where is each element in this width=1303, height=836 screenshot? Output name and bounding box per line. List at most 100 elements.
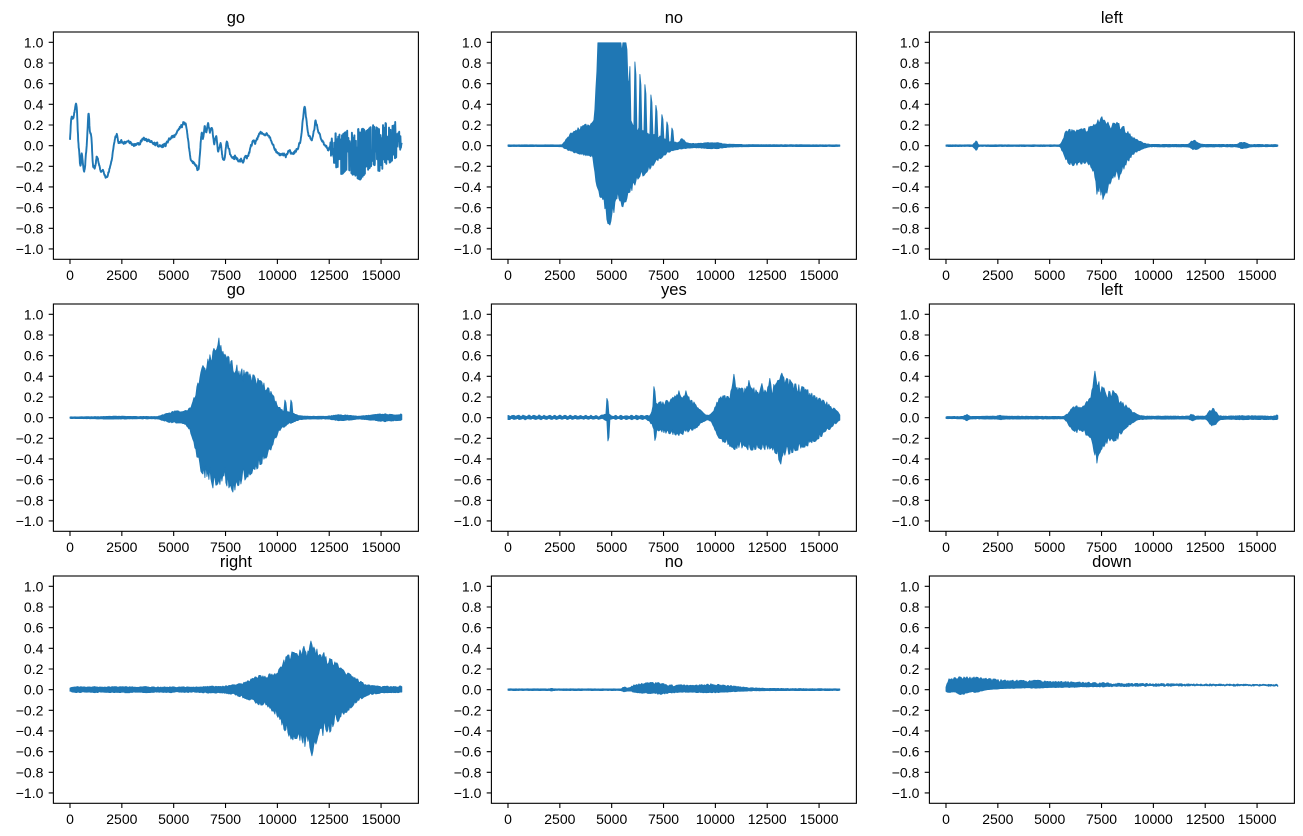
- svg-text:−0.4: −0.4: [16, 179, 44, 195]
- svg-text:0: 0: [942, 811, 950, 827]
- svg-text:−0.6: −0.6: [16, 472, 44, 488]
- svg-text:0.4: 0.4: [900, 368, 920, 384]
- svg-text:7500: 7500: [210, 811, 241, 827]
- svg-text:15000: 15000: [362, 267, 401, 283]
- svg-text:−0.6: −0.6: [892, 472, 920, 488]
- svg-text:0: 0: [504, 267, 512, 283]
- svg-text:0: 0: [66, 267, 74, 283]
- svg-text:10000: 10000: [696, 267, 735, 283]
- svg-text:0: 0: [66, 811, 74, 827]
- svg-text:0: 0: [504, 811, 512, 827]
- svg-text:2500: 2500: [982, 267, 1013, 283]
- svg-text:−0.6: −0.6: [454, 744, 482, 760]
- svg-text:1.0: 1.0: [462, 34, 482, 50]
- svg-text:5000: 5000: [596, 267, 627, 283]
- svg-text:15000: 15000: [800, 811, 839, 827]
- svg-text:12500: 12500: [1186, 811, 1225, 827]
- svg-text:1.0: 1.0: [24, 578, 44, 594]
- svg-text:0.0: 0.0: [900, 682, 920, 698]
- svg-text:0.6: 0.6: [24, 348, 44, 364]
- svg-text:0: 0: [504, 539, 512, 555]
- svg-text:7500: 7500: [210, 267, 241, 283]
- svg-text:−0.2: −0.2: [16, 430, 44, 446]
- svg-text:down: down: [1092, 553, 1131, 571]
- svg-text:2500: 2500: [982, 539, 1013, 555]
- svg-text:0.2: 0.2: [462, 117, 482, 133]
- svg-text:right: right: [220, 553, 253, 571]
- svg-text:−0.8: −0.8: [892, 492, 920, 508]
- svg-text:1.0: 1.0: [24, 306, 44, 322]
- svg-text:0.0: 0.0: [900, 138, 920, 154]
- svg-text:−0.2: −0.2: [454, 702, 482, 718]
- svg-text:5000: 5000: [158, 811, 189, 827]
- svg-text:0.6: 0.6: [462, 348, 482, 364]
- svg-text:0: 0: [66, 539, 74, 555]
- svg-text:0.0: 0.0: [24, 410, 44, 426]
- svg-text:−0.6: −0.6: [16, 744, 44, 760]
- svg-text:10000: 10000: [258, 811, 297, 827]
- svg-text:12500: 12500: [1186, 539, 1225, 555]
- svg-text:1.0: 1.0: [462, 306, 482, 322]
- svg-text:5000: 5000: [1034, 267, 1065, 283]
- svg-text:0.0: 0.0: [462, 682, 482, 698]
- svg-text:left: left: [1101, 9, 1123, 27]
- svg-text:12500: 12500: [310, 267, 349, 283]
- svg-text:7500: 7500: [648, 267, 679, 283]
- svg-text:7500: 7500: [1086, 811, 1117, 827]
- svg-text:15000: 15000: [800, 539, 839, 555]
- svg-text:0.4: 0.4: [900, 640, 920, 656]
- svg-text:5000: 5000: [158, 539, 189, 555]
- svg-text:5000: 5000: [1034, 811, 1065, 827]
- svg-text:0.8: 0.8: [24, 55, 44, 71]
- svg-text:−1.0: −1.0: [16, 513, 44, 529]
- svg-text:2500: 2500: [982, 811, 1013, 827]
- svg-text:5000: 5000: [596, 811, 627, 827]
- svg-text:0.4: 0.4: [24, 96, 44, 112]
- svg-text:15000: 15000: [362, 539, 401, 555]
- svg-text:1.0: 1.0: [24, 34, 44, 50]
- svg-text:−0.2: −0.2: [454, 158, 482, 174]
- svg-text:5000: 5000: [1034, 539, 1065, 555]
- svg-text:7500: 7500: [210, 539, 241, 555]
- svg-text:0.0: 0.0: [900, 410, 920, 426]
- svg-text:go: go: [227, 281, 245, 299]
- svg-text:0: 0: [942, 267, 950, 283]
- svg-text:−1.0: −1.0: [454, 241, 482, 257]
- svg-text:−0.2: −0.2: [892, 702, 920, 718]
- svg-text:0.8: 0.8: [900, 55, 920, 71]
- svg-text:0.2: 0.2: [24, 117, 44, 133]
- svg-text:0.2: 0.2: [24, 661, 44, 677]
- svg-text:−1.0: −1.0: [454, 513, 482, 529]
- svg-text:−1.0: −1.0: [16, 241, 44, 257]
- svg-text:7500: 7500: [648, 811, 679, 827]
- svg-text:1.0: 1.0: [900, 578, 920, 594]
- svg-text:−0.8: −0.8: [16, 764, 44, 780]
- svg-text:0.8: 0.8: [900, 599, 920, 615]
- svg-text:12500: 12500: [748, 811, 787, 827]
- svg-text:0.6: 0.6: [24, 620, 44, 636]
- svg-text:2500: 2500: [106, 539, 137, 555]
- svg-text:−0.2: −0.2: [454, 430, 482, 446]
- svg-text:−0.8: −0.8: [892, 220, 920, 236]
- svg-text:7500: 7500: [648, 539, 679, 555]
- svg-text:0.6: 0.6: [462, 76, 482, 92]
- svg-text:0: 0: [942, 539, 950, 555]
- svg-text:0.8: 0.8: [24, 599, 44, 615]
- svg-text:−1.0: −1.0: [892, 785, 920, 801]
- svg-text:12500: 12500: [310, 811, 349, 827]
- svg-text:−0.4: −0.4: [892, 179, 920, 195]
- svg-text:2500: 2500: [544, 811, 575, 827]
- svg-text:0.8: 0.8: [900, 327, 920, 343]
- svg-text:go: go: [227, 9, 245, 27]
- svg-text:0.2: 0.2: [900, 661, 920, 677]
- svg-text:0.6: 0.6: [462, 620, 482, 636]
- svg-text:12500: 12500: [310, 539, 349, 555]
- svg-text:−0.6: −0.6: [16, 200, 44, 216]
- svg-text:12500: 12500: [748, 267, 787, 283]
- svg-text:−0.2: −0.2: [16, 702, 44, 718]
- svg-text:10000: 10000: [258, 267, 297, 283]
- svg-text:no: no: [665, 9, 683, 27]
- svg-text:−0.2: −0.2: [892, 430, 920, 446]
- svg-text:10000: 10000: [696, 539, 735, 555]
- svg-text:−0.4: −0.4: [454, 451, 482, 467]
